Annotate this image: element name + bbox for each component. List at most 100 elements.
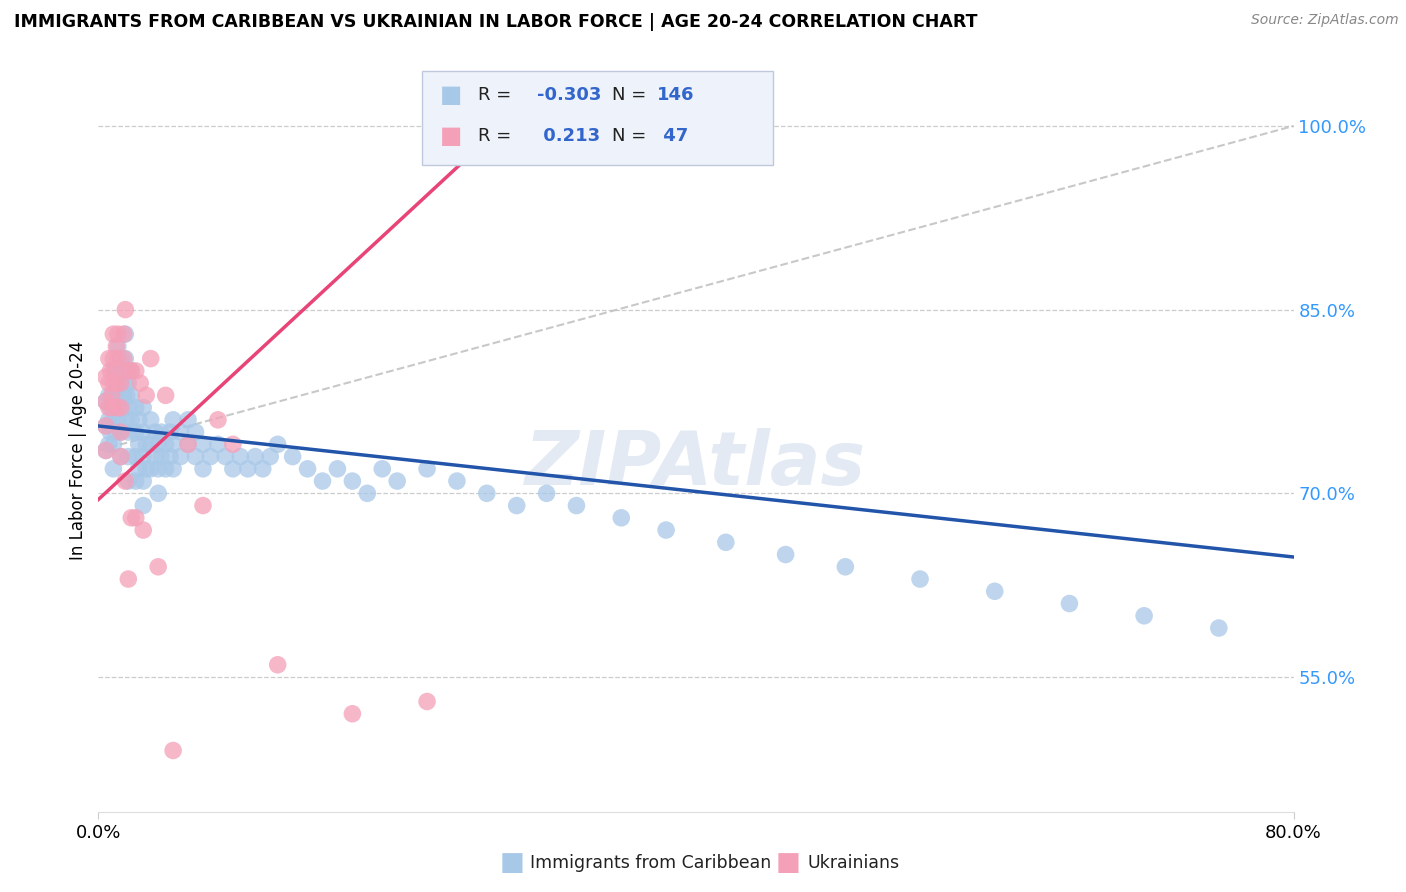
Point <box>356 486 378 500</box>
Point <box>714 535 737 549</box>
Point <box>222 462 245 476</box>
Text: ■: ■ <box>440 84 463 107</box>
Point <box>416 694 439 708</box>
Point <box>125 474 148 488</box>
Point <box>159 450 181 464</box>
Point <box>94 419 117 434</box>
Point <box>169 450 191 464</box>
Point <box>98 364 122 378</box>
Point <box>191 462 214 476</box>
Point <box>143 450 166 464</box>
Point <box>107 401 129 415</box>
Point <box>128 413 150 427</box>
Point <box>125 425 148 439</box>
Text: N =: N = <box>612 87 645 104</box>
Point <box>169 425 191 439</box>
Point <box>162 462 184 476</box>
Point <box>129 376 152 390</box>
Point <box>115 413 138 427</box>
Point <box>259 450 281 464</box>
Point <box>107 364 129 378</box>
Point <box>112 351 135 366</box>
Point <box>114 351 136 366</box>
Point <box>267 437 290 451</box>
Point <box>984 584 1007 599</box>
Point <box>94 419 117 434</box>
Point <box>1133 608 1156 623</box>
Point <box>125 401 148 415</box>
Point <box>110 425 132 439</box>
Point <box>236 462 259 476</box>
Point <box>1059 597 1081 611</box>
Point <box>506 499 529 513</box>
Point <box>94 394 117 409</box>
Point <box>229 450 252 464</box>
Point <box>132 401 155 415</box>
Point <box>117 376 139 390</box>
Point <box>107 413 129 427</box>
Point <box>245 450 267 464</box>
Point <box>1208 621 1230 635</box>
Point <box>97 401 120 415</box>
Point <box>150 450 173 464</box>
Text: ZIPAtlas: ZIPAtlas <box>526 428 866 501</box>
Text: N =: N = <box>612 128 645 145</box>
Point <box>125 450 148 464</box>
Point <box>94 443 117 458</box>
Point <box>177 437 200 451</box>
Point <box>252 462 274 476</box>
Point <box>385 474 409 488</box>
Point <box>135 437 157 451</box>
Point <box>135 388 157 402</box>
Text: 146: 146 <box>657 87 695 104</box>
Point <box>132 450 155 464</box>
Point <box>117 425 139 439</box>
Point <box>105 425 128 439</box>
Text: Ukrainians: Ukrainians <box>807 855 900 872</box>
Point <box>110 376 132 390</box>
Point <box>120 511 142 525</box>
Point <box>117 401 139 415</box>
Point <box>97 413 120 427</box>
Point <box>105 364 128 378</box>
Point <box>311 474 333 488</box>
Point <box>159 425 181 439</box>
Point <box>655 523 678 537</box>
Point <box>105 339 128 353</box>
Point <box>98 401 122 415</box>
Point <box>177 437 200 451</box>
Point <box>565 499 588 513</box>
Point <box>297 462 319 476</box>
Point <box>94 394 117 409</box>
Text: ■: ■ <box>499 850 524 877</box>
Point <box>117 572 139 586</box>
Point <box>222 437 245 451</box>
Point <box>326 462 349 476</box>
Point <box>162 413 184 427</box>
Text: IMMIGRANTS FROM CARIBBEAN VS UKRAINIAN IN LABOR FORCE | AGE 20-24 CORRELATION CH: IMMIGRANTS FROM CARIBBEAN VS UKRAINIAN I… <box>14 13 977 31</box>
Point <box>143 425 166 439</box>
Point <box>114 376 136 390</box>
Text: ■: ■ <box>776 850 801 877</box>
Point <box>110 450 132 464</box>
Point <box>114 327 136 342</box>
Point <box>150 425 173 439</box>
Point <box>834 559 856 574</box>
Point <box>120 364 142 378</box>
Point <box>128 437 150 451</box>
Point <box>97 437 120 451</box>
Point <box>120 388 142 402</box>
Point <box>446 474 468 488</box>
Point <box>342 706 364 721</box>
Point <box>148 462 170 476</box>
Point <box>775 548 797 562</box>
Point <box>267 657 290 672</box>
Point <box>94 370 117 384</box>
Point <box>610 511 633 525</box>
Point <box>214 450 236 464</box>
Text: Immigrants from Caribbean: Immigrants from Caribbean <box>530 855 772 872</box>
Point <box>120 364 142 378</box>
Point <box>114 302 136 317</box>
Point <box>371 462 394 476</box>
Point <box>117 364 139 378</box>
